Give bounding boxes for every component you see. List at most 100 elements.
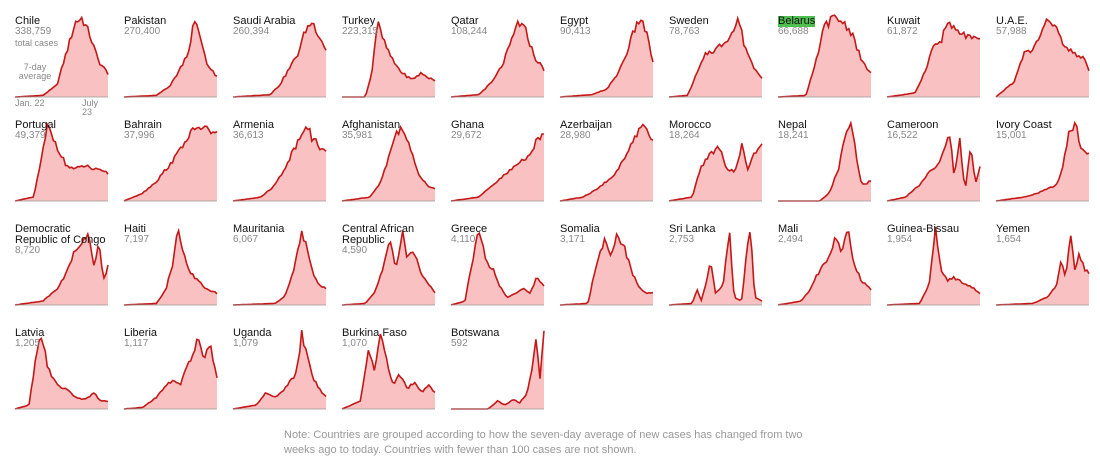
sparkline (14, 231, 109, 306)
sparkline (232, 22, 327, 98)
seven-day-average-line (123, 227, 218, 306)
sparkline (886, 136, 981, 202)
seven-day-average-label: 7-day average (18, 62, 52, 81)
country-panel: Pakistan 270,400 (109, 0, 218, 100)
daily-cases-area (996, 19, 1089, 98)
seven-day-average-line (559, 19, 654, 98)
country-name: Mali (778, 223, 799, 235)
country-name: Somalia (560, 223, 600, 235)
country-total: 36,613 (233, 130, 264, 141)
sparkline (777, 14, 872, 98)
country-total: 1,079 (233, 338, 259, 349)
seven-day-average-line (995, 120, 1090, 202)
country-panel: Armenia 36,613 (218, 104, 327, 204)
country-panel: Nepal 18,241 (763, 104, 871, 204)
sparkline (14, 336, 109, 410)
sparkline (668, 15, 763, 98)
country-total: 1,654 (996, 234, 1022, 245)
daily-cases-area (778, 123, 871, 201)
seven-day-average-line (450, 19, 545, 98)
seven-day-average-line (14, 15, 109, 98)
seven-day-average-line (341, 230, 436, 306)
country-name: Botswana (451, 327, 500, 339)
country-name: Qatar (451, 15, 479, 27)
seven-day-average-line (123, 20, 218, 98)
total-cases-label: total cases (15, 38, 59, 48)
daily-cases-area (887, 226, 980, 305)
country-panel: Bahrain 37,996 (109, 104, 218, 204)
country-panel: Portugal 49,379 (0, 104, 109, 204)
sparkline (123, 125, 218, 202)
country-name: Mauritania (233, 223, 285, 235)
seven-day-average-line (232, 22, 327, 98)
country-name: Armenia (233, 119, 274, 131)
country-panel: Mali 2,494 (763, 208, 872, 308)
country-name: Haiti (124, 223, 147, 235)
seven-day-average-line (668, 143, 763, 202)
sparkline (559, 231, 654, 306)
country-panel: Sweden 78,763 (654, 0, 763, 100)
seven-day-average-line (232, 230, 327, 306)
daily-cases-area (887, 22, 980, 97)
country-name: Sri Lanka (669, 223, 716, 235)
sparkline (995, 17, 1090, 98)
seven-day-average-line (341, 124, 436, 202)
daily-cases-area (669, 143, 762, 201)
country-name: Pakistan (124, 15, 167, 27)
country-name: Yemen (996, 223, 1030, 235)
country-name: Greece (451, 223, 488, 235)
country-total: 61,872 (887, 26, 918, 37)
country-total: 28,980 (560, 130, 591, 141)
seven-day-average-line (450, 231, 545, 306)
sparkline (341, 124, 436, 202)
sparkline (341, 230, 436, 306)
seven-day-average-line (995, 17, 1090, 98)
country-name: Belarus (778, 15, 816, 27)
daily-cases-area (124, 230, 217, 305)
country-name: Nepal (778, 119, 807, 131)
country-name: Cameroon (887, 119, 939, 131)
seven-day-average-line (886, 21, 980, 98)
country-panel: Ivory Coast 15,001 (981, 104, 1090, 204)
country-name: Central African Republic (342, 223, 415, 246)
country-panel: Azerbaijan 28,980 (545, 104, 654, 204)
seven-day-average-line (995, 235, 1090, 306)
daily-cases-area (342, 230, 435, 305)
seven-day-average-line (777, 231, 872, 306)
country-name: Azerbaijan (560, 119, 612, 131)
country-panel: Uganda 1,079 (218, 312, 327, 412)
country-total: 1,070 (342, 338, 368, 349)
sparkline (232, 329, 327, 410)
daily-cases-area (669, 18, 762, 97)
sparkline (123, 227, 218, 306)
country-panel: Haiti 7,197 (109, 208, 218, 308)
country-name: Sweden (669, 15, 709, 27)
daily-cases-area (342, 21, 435, 98)
seven-day-average-line (559, 123, 654, 202)
country-panel: Egypt 90,413 (545, 0, 654, 100)
country-panel: Guinea-Bissau 1,954 (872, 208, 981, 308)
sparkline (342, 21, 436, 98)
country-panel: Somalia 3,171 (545, 208, 654, 308)
country-panel: Turkey 223,315 (327, 0, 436, 100)
country-panel: Latvia 1,205 (0, 312, 109, 412)
sparkline (886, 226, 981, 306)
country-total: 338,759 (15, 26, 52, 37)
country-total: 29,672 (451, 130, 482, 141)
country-name: Portugal (15, 119, 56, 131)
sparkline (559, 19, 654, 98)
seven-day-average-line (14, 122, 109, 202)
daily-cases-area (778, 15, 871, 98)
end-date-label: July 23 (82, 98, 99, 117)
country-panel: Central African Republic 4,590 (327, 208, 436, 308)
daily-cases-area (996, 235, 1089, 305)
country-panel: Chile 338,759 total cases 7-day average Jan.… (0, 0, 109, 117)
sparkline (450, 133, 545, 202)
country-panel: Cameroon 16,522 (872, 104, 981, 204)
sparkline (450, 19, 545, 98)
country-panel: Liberia 1,117 (109, 312, 218, 412)
seven-day-average-line (232, 329, 327, 410)
country-name: Bahrain (124, 119, 162, 131)
daily-cases-area (15, 124, 108, 201)
country-panel: Qatar 108,244 (436, 0, 545, 100)
